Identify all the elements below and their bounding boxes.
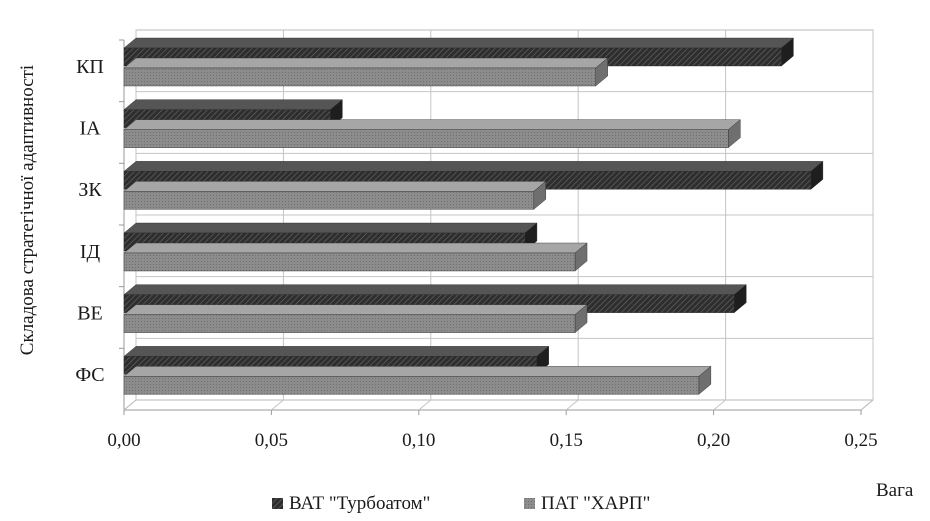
bar-kharp-5: [123, 57, 609, 87]
y-axis-categories: ФС ВЕ ІД ЗК ІА КП: [75, 39, 124, 386]
x-tick-label: 0,10: [402, 430, 435, 451]
bars: [123, 37, 824, 395]
y-category-label: ІА: [79, 118, 101, 140]
floor-gridline: [271, 399, 284, 411]
bar-kharp-3: [123, 180, 547, 210]
bar-top-face: [123, 242, 588, 254]
bar-top-face: [123, 222, 538, 234]
x-axis-title: Вага: [876, 480, 914, 501]
legend-item-turboatom: ВАТ "Турбоатом": [272, 493, 430, 514]
legend-swatch-turboatom: [272, 498, 283, 509]
y-axis-title: Складова стратегічної адаптивності: [17, 65, 38, 355]
legend-swatch-kharp: [524, 498, 535, 509]
floor-gridline: [123, 399, 137, 411]
bar-top-face: [123, 346, 550, 357]
bar-kharp-1: [123, 304, 588, 334]
bar-top-face: [123, 181, 547, 192]
bar-top-face: [123, 161, 824, 172]
bar-front-face: [123, 252, 576, 272]
bar-kharp-4: [123, 119, 741, 149]
x-tick-label: 0,05: [255, 430, 288, 451]
y-category-label: КП: [76, 56, 104, 78]
legend: ВАТ "Турбоатом" ПАТ "ХАРП": [272, 493, 650, 514]
bar-top-face: [123, 304, 588, 315]
bar-turboatom-3: [123, 160, 824, 190]
bar-kharp-2: [123, 242, 588, 272]
y-category-label: ВЕ: [77, 303, 103, 325]
floor-gridline: [713, 399, 726, 411]
bar-top-face: [123, 37, 794, 49]
y-category-label: ФС: [75, 364, 104, 386]
legend-item-kharp: ПАТ "ХАРП": [524, 493, 650, 514]
legend-label-turboatom: ВАТ "Турбоатом": [289, 493, 430, 514]
x-axis-ticks: 0,00 0,05 0,10 0,15 0,20 0,25: [107, 410, 878, 451]
y-category-label: ІД: [80, 241, 101, 263]
bar-front-face: [123, 191, 534, 210]
x-tick-label: 0,00: [107, 430, 140, 451]
bar-top-face: [123, 57, 609, 69]
bar-front-face: [123, 129, 729, 148]
floor-gridline: [418, 399, 432, 411]
bar-front-face: [123, 376, 700, 395]
x-tick-label: 0,25: [844, 430, 877, 451]
y-category-label: ЗК: [78, 179, 102, 201]
bar-top-face: [123, 99, 343, 110]
bar-top-face: [123, 284, 747, 295]
bar-kharp-0: [123, 365, 712, 395]
bar-top-face: [123, 366, 712, 377]
bar-top-face: [123, 119, 741, 130]
bar-front-face: [123, 314, 576, 333]
bar-front-face: [123, 67, 596, 87]
floor-gridline: [860, 399, 874, 411]
x-tick-label: 0,20: [697, 430, 730, 451]
floor-gridline: [565, 399, 579, 411]
x-tick-label: 0,15: [550, 430, 583, 451]
legend-label-kharp: ПАТ "ХАРП": [541, 493, 650, 514]
gridlines: [123, 30, 874, 411]
